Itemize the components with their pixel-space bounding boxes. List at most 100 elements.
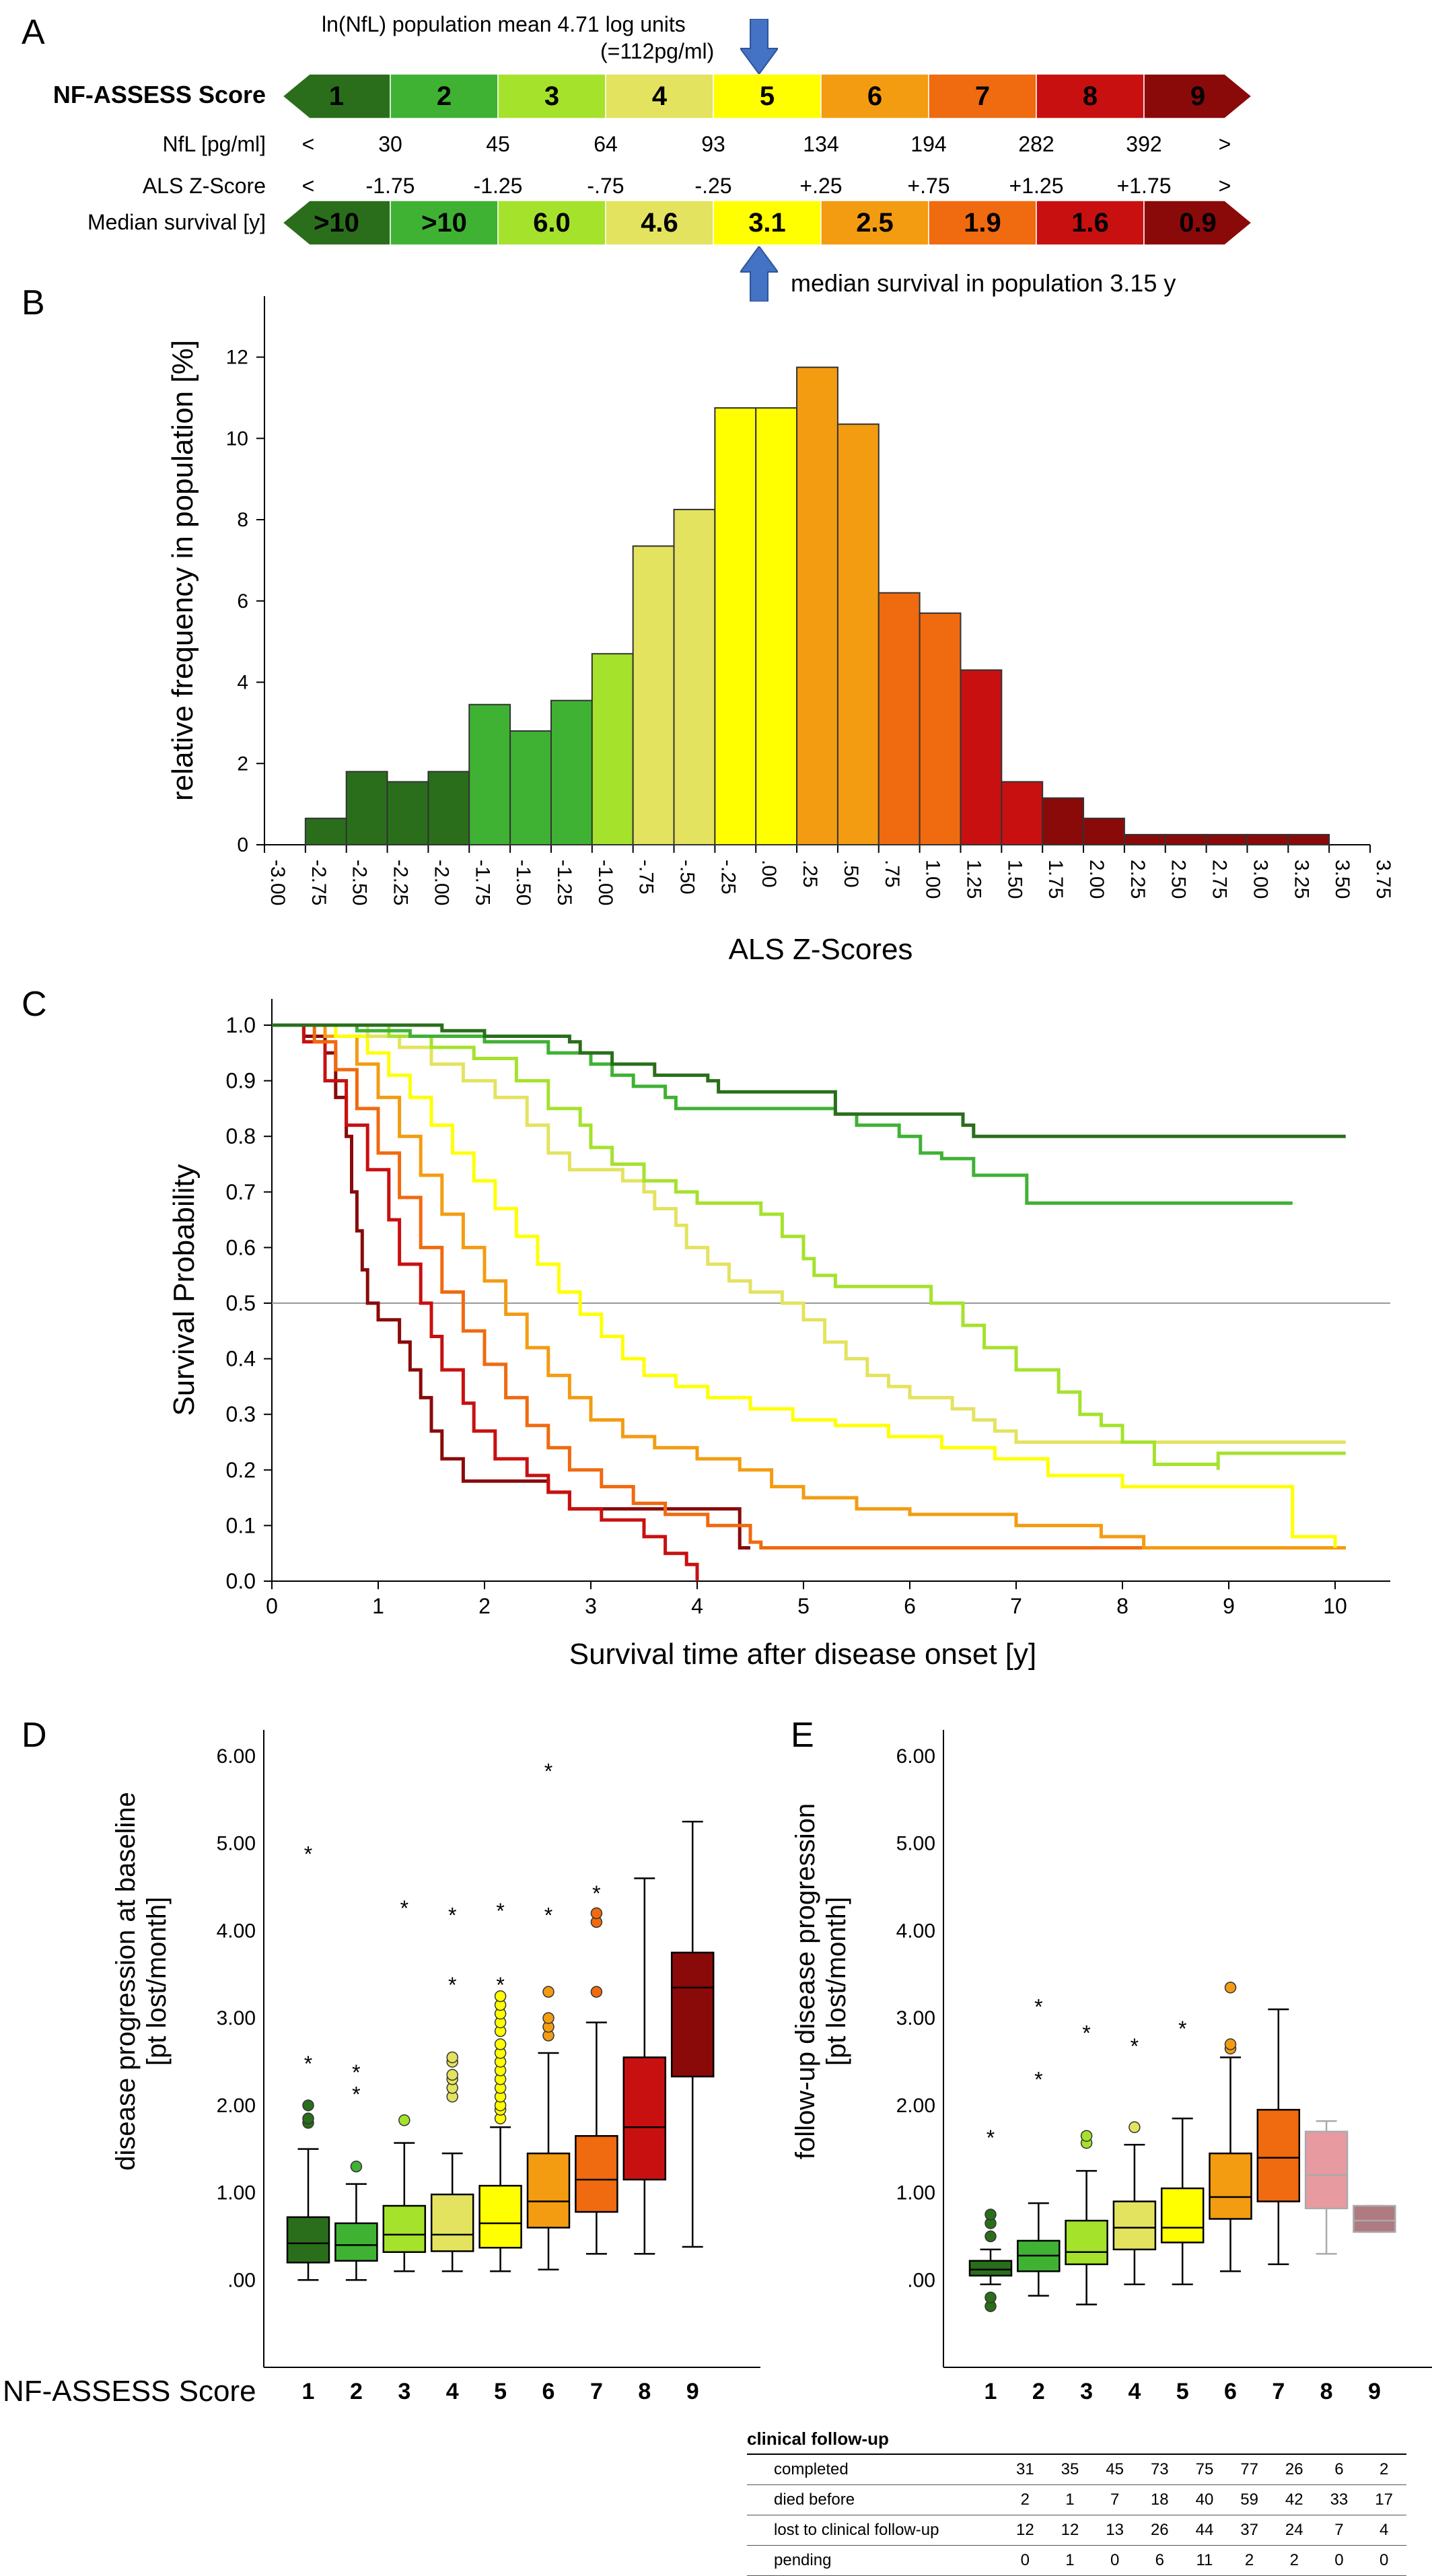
followup-row: completed 31 35 45 73 75 77 26 6 2 — [747, 2454, 1406, 2485]
clinical-followup-table: clinical follow-up completed 31 35 45 73 75 77… — [747, 2429, 1406, 2576]
x-tick-label: 1.00 — [922, 860, 944, 899]
followup-cell: 4 — [1361, 2515, 1406, 2546]
z-score-tick: -1.75 — [365, 174, 415, 198]
followup-row-label: lost to clinical follow-up — [747, 2515, 1003, 2546]
x-tick-label: 3.25 — [1290, 860, 1312, 899]
y-tick-label: 0.0 — [226, 1569, 256, 1593]
followup-cell: 26 — [1271, 2454, 1317, 2485]
followup-row-label: died before — [747, 2484, 1003, 2515]
y-tick-label: 6 — [237, 590, 248, 613]
y-tick-label: 3.00 — [217, 2007, 256, 2029]
z-score-tick: +1.25 — [1009, 174, 1064, 198]
x-tick-label: 1.50 — [1003, 860, 1026, 899]
score-row-label: NF-ASSESS Score — [52, 81, 266, 108]
x-category-label: 8 — [1320, 2379, 1333, 2404]
followup-cell: 12 — [1047, 2515, 1093, 2546]
x-tick-label: 7 — [1010, 1594, 1022, 1618]
score-segment — [605, 74, 714, 118]
followup-cell: 2 — [1227, 2545, 1272, 2576]
y-tick-label: 2.00 — [217, 2095, 256, 2117]
box-iqr — [1065, 2219, 1108, 2266]
followup-cell: 35 — [1047, 2454, 1093, 2485]
followup-row-label: pending — [747, 2545, 1003, 2576]
median-survival-label: 6.0 — [533, 207, 571, 238]
followup-cell: 37 — [1227, 2515, 1272, 2546]
followup-cell: 11 — [1182, 2545, 1227, 2576]
followup-cell: 18 — [1137, 2484, 1182, 2515]
y-tick-label: 0.7 — [226, 1180, 256, 1204]
x-tick-label: 1.25 — [962, 860, 985, 899]
x-tick-label: -3.00 — [266, 860, 289, 905]
followup-cell: 13 — [1092, 2515, 1137, 2546]
y-tick-label: 0.1 — [226, 1513, 256, 1537]
y-axis-title-line: disease progression at baseline — [111, 1792, 141, 2171]
survival-curve — [272, 1023, 1346, 1470]
histogram-bar — [714, 407, 757, 846]
y-tick-label: 0.8 — [226, 1124, 256, 1148]
z-score-tick-row: < -1.75 -1.25 -.75 -.25 +.25 +.75 +1.25 +1.75 > — [0, 174, 1432, 201]
y-tick-label: 0.9 — [226, 1069, 256, 1093]
box-iqr — [1304, 2130, 1349, 2210]
extreme-value-marker: * — [352, 2082, 360, 2106]
y-tick-label: 4.00 — [217, 1920, 256, 1942]
followup-cell: 59 — [1227, 2484, 1272, 2515]
panel-label-e: E — [791, 1716, 814, 1755]
followup-cell: 0 — [1092, 2545, 1137, 2576]
x-axis-title: NF-ASSESS Score — [3, 2375, 256, 2408]
y-axis-title: follow-up disease progression[pt lost/mo… — [791, 1803, 851, 2159]
nfl-row-label: NfL [pg/ml] — [162, 132, 266, 156]
histogram-bar — [878, 592, 921, 845]
followup-row-label: completed — [747, 2454, 1003, 2485]
y-tick-label: 0.2 — [226, 1458, 256, 1482]
box-iqr — [670, 1951, 715, 2078]
box-iqr — [1112, 2200, 1157, 2251]
followup-cell: 2 — [1271, 2545, 1317, 2576]
x-tick-label: -2.25 — [390, 860, 412, 905]
x-tick-label: 4 — [691, 1594, 703, 1618]
x-tick-label: 2.50 — [1168, 860, 1190, 899]
outlier-point — [446, 2068, 458, 2081]
box-iqr — [334, 2222, 378, 2262]
y-tick-label: 10 — [226, 427, 248, 450]
x-tick-label: -1.75 — [471, 860, 493, 905]
nfl-tick: 392 — [1126, 132, 1162, 156]
outlier-point — [398, 2114, 410, 2126]
median-survival-label: 4.6 — [641, 207, 678, 238]
score-scale-bar: 1 2 3 4 5 6 7 8 9 — [283, 74, 1252, 118]
histogram-bar — [304, 817, 347, 846]
median-survival-segment — [1143, 201, 1252, 245]
followup-cell: 6 — [1137, 2545, 1182, 2576]
y-tick-label: 4.00 — [896, 1920, 935, 1942]
extreme-value-marker: * — [544, 1759, 552, 1783]
x-axis-title: Survival time after disease onset [y] — [569, 1638, 1037, 1671]
box-iqr — [478, 2184, 522, 2249]
x-category-label: 3 — [398, 2379, 410, 2404]
outlier-point — [494, 1990, 507, 2003]
followup-cell: 6 — [1316, 2454, 1362, 2485]
extreme-value-marker: * — [1131, 2034, 1139, 2058]
score-shape — [283, 74, 1252, 118]
box-iqr — [622, 2056, 667, 2181]
nfl-tick: 134 — [803, 132, 839, 156]
followup-cell: 1 — [1047, 2484, 1093, 2515]
survival-curve — [272, 1023, 1346, 1550]
followup-cell: 40 — [1182, 2484, 1227, 2515]
box-iqr — [1160, 2187, 1205, 2243]
x-axis-title: ALS Z-Scores — [729, 933, 913, 966]
y-tick-label: 8 — [237, 509, 248, 531]
x-category-label: 5 — [1176, 2379, 1189, 2404]
median-survival-bar: >10 >10 6.0 4.6 3.1 2.5 1.9 1.6 0.9 — [283, 201, 1252, 245]
median-survival-row-label: Median survival [y] — [87, 210, 266, 234]
x-tick-label: 10 — [1323, 1594, 1347, 1618]
score-label: 2 — [436, 81, 452, 111]
survival-curve — [272, 1023, 1346, 1444]
outlier-point — [590, 1907, 603, 1920]
outlier-point — [985, 2208, 997, 2221]
extreme-value-marker: * — [304, 1842, 312, 1867]
followup-cell: 26 — [1137, 2515, 1182, 2546]
median-survival-label: >10 — [314, 207, 359, 238]
score-segment — [497, 74, 606, 118]
z-score-tick: < — [301, 174, 315, 198]
median-survival-segment — [605, 201, 714, 245]
x-tick-label: 9 — [1223, 1594, 1235, 1618]
